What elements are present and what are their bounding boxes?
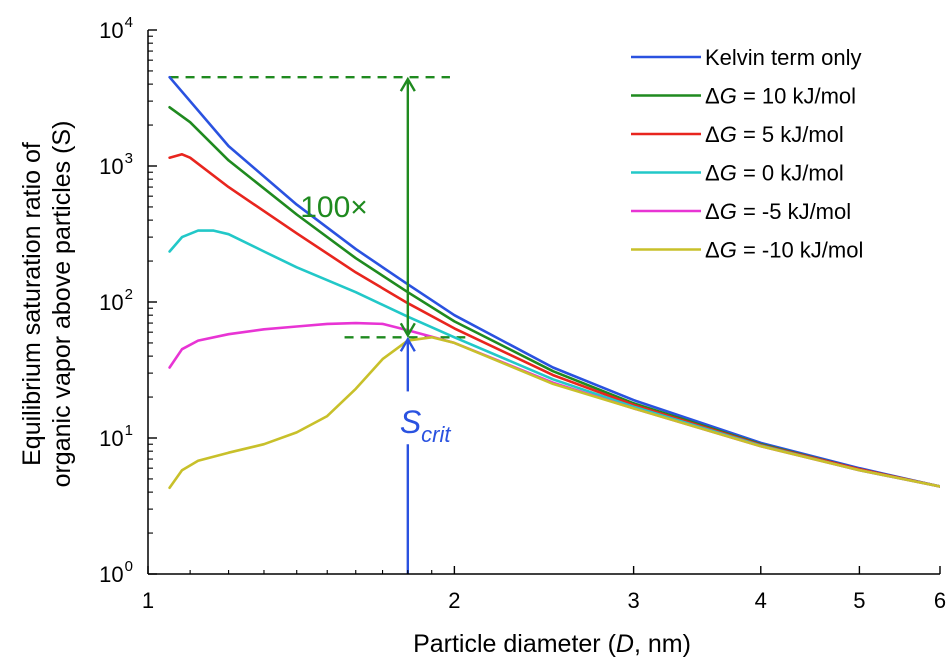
x-tick-label-1: 2 [448,588,460,613]
series-line-3 [168,229,940,488]
legend-label-5: ΔG = -10 kJ/mol [705,238,863,263]
x-tick-label-4: 5 [853,588,865,613]
y-tick-label-2: 102 [99,286,133,315]
annotation-arrows [399,76,416,574]
bracket-arrow-up [399,76,416,92]
legend-label-0: Kelvin term only [705,45,862,70]
y-axis-title-line-0: Equilibrium saturation ratio of [18,142,46,466]
legend: Kelvin term only ΔG = 10 kJ/mol ΔG = 5 kJ/… [631,45,863,263]
x-ticks: 1 2 3 4 5 6 [142,566,946,613]
label-100x: 100× [300,191,368,224]
legend-label-1: ΔG = 10 kJ/mol [705,84,856,109]
label-scrit: Scrit [400,404,452,447]
y-axis-label: Equilibrium saturation ratio of organic v… [18,121,76,488]
x-tick-label-0: 1 [142,588,154,613]
x-axis-label: Particle diameter (D, nm) [413,630,691,658]
y-tick-label-4: 104 [99,14,133,43]
y-tick-label-1: 101 [99,422,133,451]
legend-label-4: ΔG = -5 kJ/mol [705,199,851,224]
annotations [169,75,466,339]
scrit-arrow-head [399,336,416,352]
y-ticks: 100 101 102 103 104 [99,14,157,587]
bracket-arrow-down [399,322,416,338]
x-tick-label-2: 3 [627,588,639,613]
y-axis-title-line-1: organic vapor above particles (S) [48,121,76,488]
x-tick-label-3: 4 [755,588,767,613]
y-tick-label-0: 100 [99,558,133,587]
series-line-5 [168,336,940,490]
legend-label-2: ΔG = 5 kJ/mol [705,122,844,147]
x-axis-title: Particle diameter (D, nm) [413,630,691,658]
annotation-labels: 100× Scrit [300,191,451,447]
legend-label-3: ΔG = 0 kJ/mol [705,161,844,186]
axes-frame [147,30,940,575]
x-tick-label-5: 6 [934,588,946,613]
y-tick-label-3: 103 [99,150,133,179]
